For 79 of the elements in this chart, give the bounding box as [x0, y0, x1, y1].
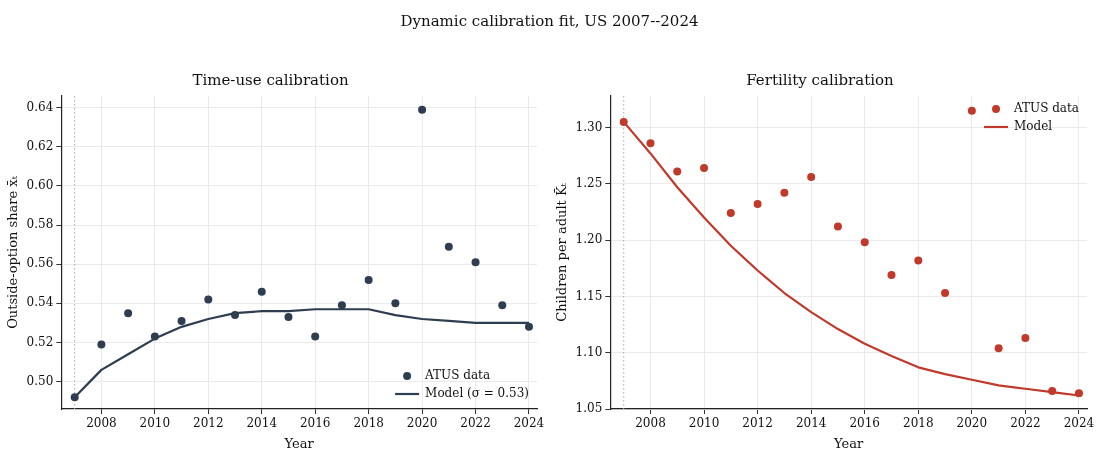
point [150, 332, 159, 341]
point [311, 332, 320, 341]
x-tick-label: 2020 [956, 416, 988, 431]
y-tick-label: 0.62 [26, 138, 54, 153]
point [257, 287, 266, 296]
point [1048, 386, 1057, 395]
point [284, 313, 293, 322]
point [887, 271, 896, 280]
point [833, 222, 842, 231]
x-axis-title: Year [283, 435, 315, 451]
point [994, 344, 1003, 353]
x-tick-label: 2010 [139, 416, 171, 431]
point [941, 289, 950, 298]
x-tick-label: 2024 [1063, 416, 1095, 431]
point [753, 200, 762, 209]
point [1074, 389, 1083, 398]
y-tick-label: 1.10 [575, 344, 603, 359]
y-tick-label: 1.25 [575, 175, 603, 190]
point [726, 209, 735, 218]
x-tick-label: 2016 [299, 416, 331, 431]
y-tick-label: 1.30 [575, 119, 603, 134]
text: Dynamic calibration fit, US 2007--2024 [399, 12, 700, 30]
y-tick-label: 0.58 [26, 217, 54, 232]
y-tick-label: 0.54 [26, 295, 54, 310]
y-tick-label: 0.60 [26, 178, 54, 193]
point [124, 309, 133, 318]
point [1021, 334, 1030, 343]
legend-label: Model [1014, 119, 1053, 134]
point [231, 311, 240, 320]
x-tick-label: 2024 [513, 416, 545, 431]
x-tick-label: 2022 [460, 416, 491, 431]
y-axis-title: Children per adult K̄ₜ [553, 182, 570, 322]
chart-title: Time-use calibration [192, 70, 349, 89]
point [673, 167, 682, 176]
point [860, 238, 869, 247]
y-tick-label: 0.52 [26, 334, 54, 349]
x-tick-label: 2014 [795, 416, 827, 431]
y-tick-label: 0.56 [26, 256, 54, 271]
point [646, 139, 655, 148]
point [700, 164, 709, 173]
point [807, 173, 816, 182]
legend-label: ATUS data [1013, 101, 1080, 116]
y-tick-label: 1.05 [575, 401, 603, 416]
point [364, 275, 373, 284]
point [780, 188, 789, 197]
y-tick-label: 0.50 [26, 373, 54, 388]
x-tick-label: 2016 [849, 416, 880, 431]
point [914, 256, 923, 265]
x-tick-label: 2022 [1010, 416, 1041, 431]
legend-label: Model (σ = 0.53) [425, 386, 529, 401]
point [337, 301, 346, 310]
point [524, 322, 533, 331]
point [204, 295, 213, 304]
x-tick-label: 2010 [688, 416, 720, 431]
point [418, 105, 427, 114]
point [498, 301, 507, 310]
x-tick-label: 2018 [353, 416, 384, 431]
x-tick-label: 2012 [193, 416, 224, 431]
chart-title: Fertility calibration [746, 70, 895, 89]
point [444, 242, 453, 251]
x-tick-label: 2008 [635, 416, 666, 431]
y-tick-label: 1.15 [575, 288, 603, 303]
y-tick-label: 0.64 [26, 99, 54, 114]
x-tick-label: 2014 [246, 416, 278, 431]
point [97, 340, 106, 349]
y-axis-title: Outside-option share x̄ₜ [5, 175, 21, 329]
x-tick-label: 2008 [86, 416, 117, 431]
point [471, 258, 480, 267]
x-axis-title: Year [833, 435, 864, 451]
y-tick-label: 1.20 [575, 232, 603, 247]
x-tick-label: 2012 [742, 416, 773, 431]
legend-label: ATUS data [424, 368, 491, 383]
point [70, 393, 79, 402]
point [391, 299, 400, 308]
point [967, 106, 976, 115]
x-tick-label: 2020 [406, 416, 438, 431]
point [619, 117, 628, 126]
point [177, 316, 186, 325]
x-tick-label: 2018 [903, 416, 934, 431]
